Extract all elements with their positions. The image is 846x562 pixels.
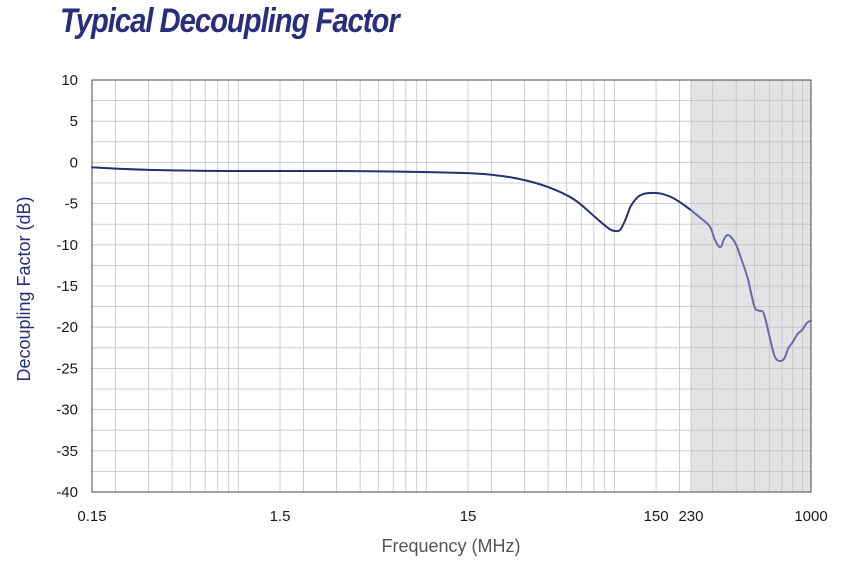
y-tick-label: -35 [56,443,78,460]
x-tick-label: 1.5 [270,508,291,525]
y-tick-label: -25 [56,360,78,377]
x-tick-label: 15 [460,508,477,525]
decoupling-curve [91,166,692,233]
y-tick-label: -40 [56,484,78,501]
x-axis-ticks: 0.15 1.5 15 150 230 1000 [77,508,827,525]
y-tick-label: 5 [70,113,78,130]
y-axis-ticks: 10 5 0 -5 -10 -15 -20 -25 -30 -35 -40 [56,72,78,501]
decoupling-curve-shaded-part [689,209,812,363]
y-tick-label: -15 [56,278,78,295]
y-tick-label: -20 [56,319,78,336]
x-tick-label: 230 [678,508,703,525]
chart-title: Typical Decoupling Factor [60,2,400,40]
plot-frame [91,79,812,493]
x-tick-label: 1000 [794,508,827,525]
y-tick-label: -10 [56,237,78,254]
grid-lines [91,79,811,493]
x-axis-label: Frequency (MHz) [381,536,520,556]
y-axis-label: Decoupling Factor (dB) [14,196,34,381]
y-tick-label: -30 [56,402,78,419]
x-tick-label: 150 [644,508,669,525]
y-tick-label: 10 [61,72,78,89]
y-tick-label: 0 [70,154,78,171]
y-tick-label: -5 [65,196,78,213]
x-tick-label: 0.15 [77,508,106,525]
